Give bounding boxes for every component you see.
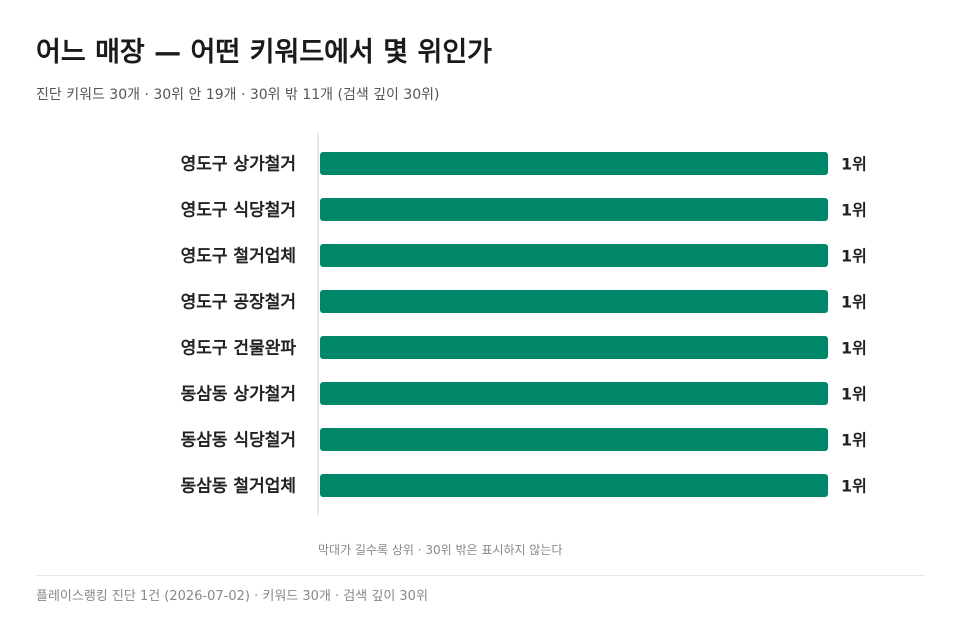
rank-value-label: 1위 bbox=[841, 477, 867, 496]
rank-bar bbox=[320, 428, 828, 451]
category-label: 동삼동 상가철거 bbox=[181, 385, 296, 405]
category-label: 동삼동 식당철거 bbox=[181, 431, 296, 451]
rank-bar bbox=[320, 244, 828, 267]
rank-bar bbox=[320, 152, 828, 175]
category-label: 영도구 공장철거 bbox=[181, 293, 296, 313]
category-label: 영도구 철거업체 bbox=[181, 247, 296, 267]
footer-text: 플레이스랭킹 진단 1건 (2026-07-02) · 키워드 30개 · 검색… bbox=[36, 589, 428, 604]
category-label: 영도구 상가철거 bbox=[181, 155, 296, 175]
rank-value-label: 1위 bbox=[841, 247, 867, 266]
rank-bar bbox=[320, 198, 828, 221]
rank-value-label: 1위 bbox=[841, 293, 867, 312]
chart-subtitle: 진단 키워드 30개 · 30위 안 19개 · 30위 밖 11개 (검색 깊… bbox=[36, 87, 440, 103]
rank-value-label: 1위 bbox=[841, 385, 867, 404]
chart-title: 어느 매장 — 어떤 키워드에서 몇 위인가 bbox=[36, 37, 492, 68]
footer-divider bbox=[36, 575, 925, 576]
chart-note: 막대가 길수록 상위 · 30위 밖은 표시하지 않는다 bbox=[318, 543, 563, 557]
rank-value-label: 1위 bbox=[841, 155, 867, 174]
rank-bar bbox=[320, 474, 828, 497]
rank-bar bbox=[320, 336, 828, 359]
rank-value-label: 1위 bbox=[841, 431, 867, 450]
rank-bar bbox=[320, 290, 828, 313]
category-label: 영도구 건물완파 bbox=[181, 339, 297, 359]
category-label: 영도구 식당철거 bbox=[181, 201, 296, 221]
rank-value-label: 1위 bbox=[841, 201, 867, 220]
rank-bar bbox=[320, 382, 828, 405]
rank-value-label: 1위 bbox=[841, 339, 867, 358]
category-label: 동삼동 철거업체 bbox=[181, 477, 296, 497]
